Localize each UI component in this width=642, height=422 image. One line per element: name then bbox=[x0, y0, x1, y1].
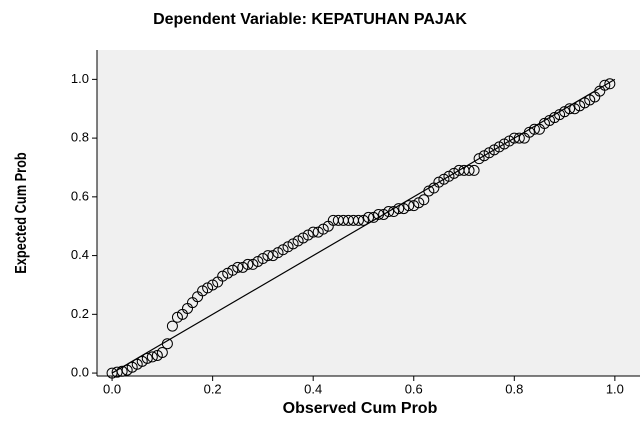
point bbox=[262, 250, 274, 262]
x-tick-label: 0.0 bbox=[103, 381, 121, 396]
point bbox=[161, 338, 173, 350]
y-tick-label: 0.4 bbox=[71, 247, 89, 262]
y-tick-label: 0.8 bbox=[71, 130, 89, 145]
point bbox=[352, 214, 364, 226]
x-axis-label: Observed Cum Prob bbox=[283, 400, 438, 417]
point bbox=[232, 261, 244, 273]
x-tick-label: 0.4 bbox=[304, 381, 322, 396]
x-tick-label: 1.0 bbox=[606, 381, 624, 396]
point bbox=[528, 123, 540, 135]
y-tick-label: 1.0 bbox=[71, 71, 89, 86]
y-tick-label: 0.6 bbox=[71, 188, 89, 203]
point bbox=[116, 365, 128, 377]
point bbox=[141, 352, 153, 364]
point bbox=[242, 258, 254, 270]
point bbox=[599, 79, 611, 91]
point bbox=[418, 194, 430, 206]
x-tick-label: 0.6 bbox=[405, 381, 423, 396]
y-axis-label: Expected Cum Prob bbox=[13, 152, 31, 274]
plot-area bbox=[97, 50, 640, 376]
point bbox=[468, 164, 480, 176]
point bbox=[373, 208, 385, 220]
point bbox=[307, 226, 319, 238]
point bbox=[363, 211, 374, 223]
point bbox=[146, 351, 158, 363]
chart-title: Dependent Variable: KEPATUHAN PAJAK bbox=[153, 11, 467, 28]
point bbox=[513, 132, 525, 144]
point bbox=[564, 103, 576, 115]
point bbox=[166, 320, 178, 332]
point bbox=[463, 164, 475, 176]
y-tick-label: 0.0 bbox=[71, 365, 89, 380]
x-tick-label: 0.8 bbox=[505, 381, 523, 396]
y-tick-label: 0.2 bbox=[71, 306, 89, 321]
point bbox=[604, 78, 616, 90]
x-tick-label: 0.2 bbox=[204, 381, 222, 396]
reference-line bbox=[111, 78, 616, 374]
point bbox=[156, 347, 168, 359]
point bbox=[403, 200, 415, 212]
point bbox=[383, 206, 395, 218]
point bbox=[393, 203, 405, 215]
